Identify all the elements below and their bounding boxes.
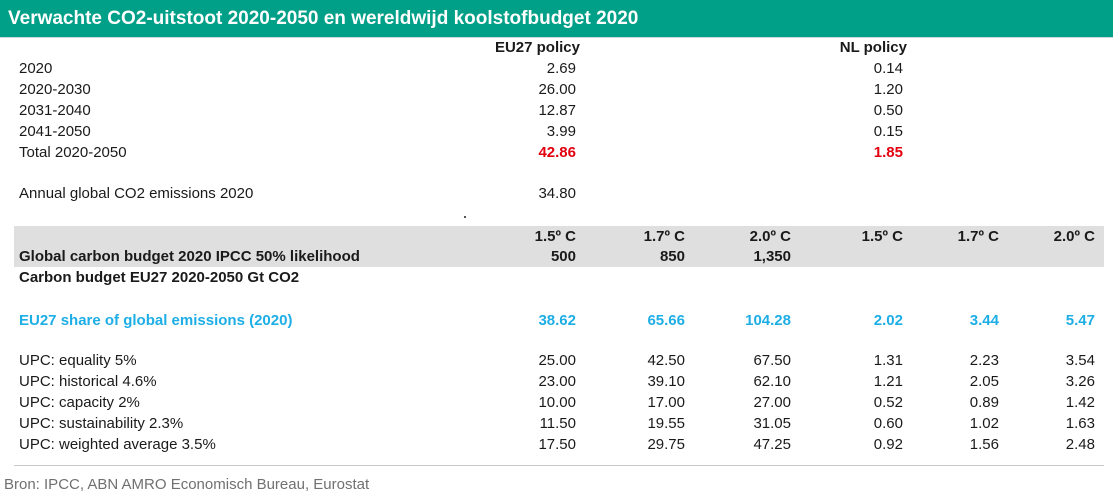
eu-value: 26.00 — [538, 81, 576, 98]
upc-value: 1.02 — [969, 415, 999, 432]
budget-value: 850 — [659, 248, 685, 265]
upc-value: 17.00 — [647, 394, 685, 411]
row-label: 2020-2030 — [19, 81, 91, 98]
upc-value: 2.23 — [969, 352, 999, 369]
eu-value: 12.87 — [538, 102, 576, 119]
upc-value: 0.52 — [873, 394, 903, 411]
header-eu27-policy: EU27 policy — [494, 39, 580, 56]
table-bottom-rule — [14, 465, 1104, 466]
share-value: 2.02 — [873, 312, 903, 329]
upc-value: 67.50 — [753, 352, 791, 369]
upc-value: 3.54 — [1065, 352, 1095, 369]
upc-value: 27.00 — [753, 394, 791, 411]
share-value: 3.44 — [969, 312, 999, 329]
upc-value: 62.10 — [753, 373, 791, 390]
row-label: 2041-2050 — [19, 123, 91, 140]
upc-value: 2.05 — [969, 373, 999, 390]
upc-value: 11.50 — [539, 415, 576, 432]
share-label: EU27 share of global emissions (2020) — [19, 312, 293, 329]
budget-band — [14, 226, 1104, 267]
upc-value: 0.92 — [873, 436, 903, 453]
budget-value: 1,350 — [753, 248, 791, 265]
stray-dot — [464, 216, 466, 218]
upc-value: 17.50 — [538, 436, 576, 453]
row-label: 2031-2040 — [19, 102, 91, 119]
upc-value: 1.31 — [873, 352, 903, 369]
row-label: Total 2020-2050 — [19, 144, 127, 161]
eu-budget-label: Carbon budget EU27 2020-2050 Gt CO2 — [19, 269, 300, 286]
upc-value: 0.89 — [969, 394, 999, 411]
nl-value: 1.20 — [873, 81, 903, 98]
budget-label: Global carbon budget 2020 IPCC 50% likel… — [19, 248, 360, 265]
upc-value: 29.75 — [647, 436, 685, 453]
upc-value: 3.26 — [1065, 373, 1095, 390]
budget-value: 500 — [550, 248, 576, 265]
eu-value: 2.69 — [546, 60, 576, 77]
temp-header: 2.0º C — [749, 228, 791, 245]
upc-value: 31.05 — [753, 415, 791, 432]
header-nl-policy: NL policy — [839, 39, 907, 56]
table-title: Verwachte CO2-uitstoot 2020-2050 en were… — [0, 0, 1113, 37]
upc-value: 1.21 — [873, 373, 903, 390]
temp-header: 1.7º C — [643, 228, 685, 245]
upc-value: 1.63 — [1065, 415, 1095, 432]
source-note: Bron: IPCC, ABN AMRO Economisch Bureau, … — [4, 476, 370, 493]
upc-value: 1.42 — [1065, 394, 1095, 411]
temp-header: 1.5º C — [861, 228, 903, 245]
annual-value: 34.80 — [538, 185, 576, 202]
row-label: Annual global CO2 emissions 2020 — [19, 185, 254, 202]
nl-value: 0.50 — [873, 102, 903, 119]
share-value: 38.62 — [538, 312, 576, 329]
upc-value: 39.10 — [647, 373, 685, 390]
row-label: 2020 — [19, 60, 53, 77]
temp-header: 1.5º C — [534, 228, 576, 245]
upc-value: 42.50 — [647, 352, 685, 369]
nl-total-value: 1.85 — [873, 144, 903, 161]
temp-header: 2.0º C — [1053, 228, 1095, 245]
row-label: UPC: historical 4.6% — [19, 373, 157, 390]
upc-value: 19.55 — [647, 415, 685, 432]
upc-value: 0.60 — [873, 415, 903, 432]
upc-value: 2.48 — [1065, 436, 1095, 453]
upc-value: 47.25 — [753, 436, 791, 453]
eu-value: 3.99 — [546, 123, 576, 140]
upc-value: 23.00 — [538, 373, 576, 390]
share-value: 104.28 — [745, 312, 791, 329]
row-label: UPC: weighted average 3.5% — [19, 436, 216, 453]
upc-value: 25.00 — [538, 352, 576, 369]
upc-value: 1.56 — [969, 436, 999, 453]
nl-value: 0.14 — [873, 60, 903, 77]
nl-value: 0.15 — [873, 123, 903, 140]
row-label: UPC: capacity 2% — [19, 394, 140, 411]
share-value: 65.66 — [647, 312, 685, 329]
title-divider — [0, 37, 1113, 38]
upc-value: 10.00 — [538, 394, 576, 411]
share-value: 5.47 — [1065, 312, 1095, 329]
eu-total-value: 42.86 — [538, 144, 576, 161]
temp-header: 1.7º C — [957, 228, 999, 245]
row-label: UPC: sustainability 2.3% — [19, 415, 184, 432]
row-label: UPC: equality 5% — [19, 352, 137, 369]
